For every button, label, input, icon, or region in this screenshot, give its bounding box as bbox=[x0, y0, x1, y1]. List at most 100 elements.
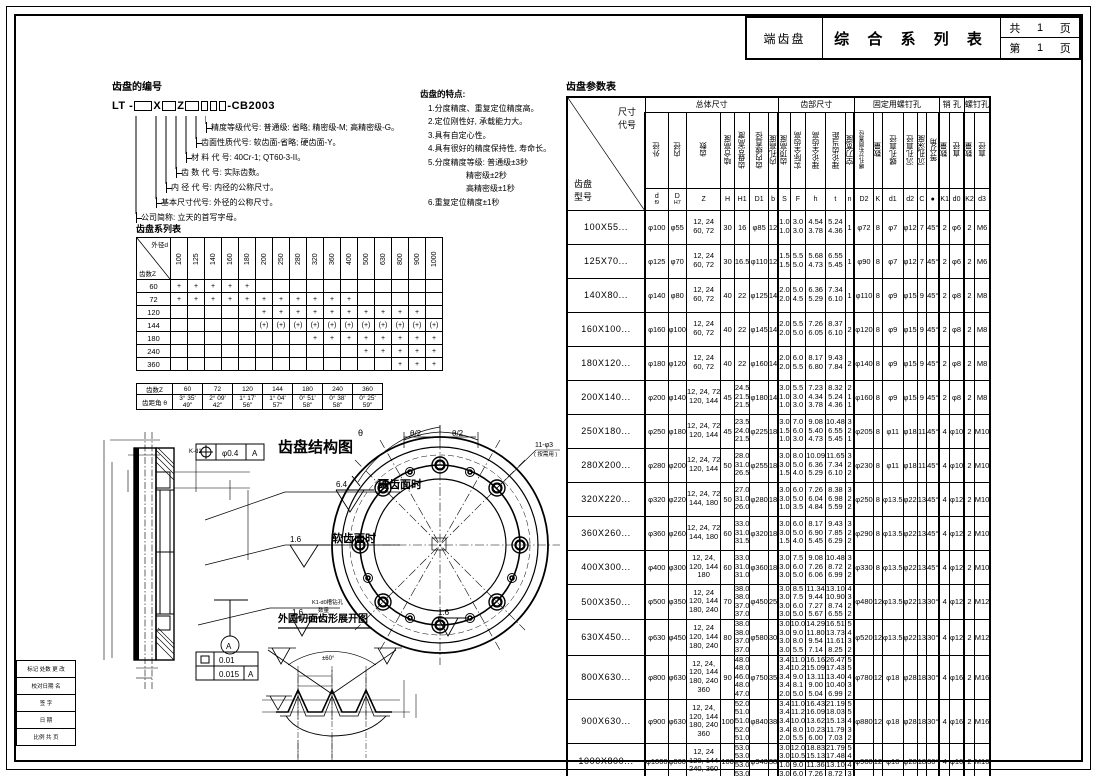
parameter-data-cell: 4 bbox=[938, 698, 950, 744]
parameter-symbol-cell: d3 bbox=[973, 187, 991, 211]
parameter-data-cell: φ200 bbox=[667, 447, 687, 483]
series-table-body: 60 + + + + +72 + + + + + + + + + + +120 + + + + + + + + + +144 (+)(… bbox=[136, 279, 443, 371]
parameter-data-cell: 12, 24 120, 144 180, 240 bbox=[685, 583, 722, 620]
code-legend-item-1: 精度等级代号: 普通级: 省略; 精密级-M; 高精密级-G。 bbox=[206, 122, 399, 133]
flatness-datum-ref: A bbox=[248, 670, 254, 679]
parameter-data-cell: 18 bbox=[916, 742, 928, 776]
parameter-data-cell: φ125 bbox=[749, 277, 769, 313]
parameter-data-cell: φ225 bbox=[749, 413, 769, 449]
parameter-data-cell: 3.0 3.0 3.0 bbox=[777, 549, 791, 585]
parameter-group-header: 固定用螺钉孔 bbox=[853, 96, 940, 113]
features-list: 齿盘的特点: 1.分度精度、重复定位精度高。 2.定位刚性好, 承载能力大。 3… bbox=[420, 88, 560, 210]
parameter-data-cell: 12.0 10.5 9.0 6.0 bbox=[789, 742, 807, 776]
ra-other-value: 1.6 bbox=[292, 608, 304, 617]
parameter-data-cell: 3.0 3.0 1.0 3.0 bbox=[777, 742, 791, 776]
parameter-table-row: 1000X800... φ1000 φ800 12, 24 120, 144 240, 3… bbox=[566, 742, 991, 776]
parameter-data-cell: φ940 bbox=[749, 742, 769, 776]
document-title: 综 合 系 列 表 bbox=[823, 18, 1001, 58]
parameter-data-cell: 26.47 17.43 13.40 10.40 6.99 bbox=[825, 654, 846, 700]
code-legend-item-7: 公司简称: 立天的首写字母。 bbox=[136, 212, 241, 223]
parameter-data-cell: 3.0 1.0 1.0 bbox=[777, 379, 791, 415]
code-slot-6 bbox=[219, 101, 227, 111]
parameter-data-cell: φ100 bbox=[643, 209, 669, 245]
parameter-data-cell: 2 bbox=[963, 742, 975, 776]
parameter-data-cell: 8.17 6.90 5.45 bbox=[805, 515, 827, 551]
parameter-data-cell: 2 bbox=[963, 549, 975, 585]
total-pages-label: 共 bbox=[1009, 22, 1021, 35]
code-letter-2: Z bbox=[177, 100, 185, 112]
parameter-data-cell: φ18 bbox=[882, 742, 904, 776]
bottom-block-cell: 比例 共 页 bbox=[16, 728, 76, 746]
flatness-value-2: 0.015 bbox=[219, 670, 240, 679]
structure-view bbox=[320, 425, 560, 665]
parameter-table-body: 100X55... φ100 φ55 12, 24 60, 72 30 16 φ85 12 1.0… bbox=[566, 209, 991, 776]
parameter-model-cell: 900X630... bbox=[566, 698, 646, 744]
angle-table-block: 齿数Z 60 72 120 144 180 240 360 齿距角 θ 3° 35' 49"… bbox=[136, 383, 383, 410]
parameter-data-cell: φ145 bbox=[749, 311, 769, 347]
coax-note-1: K1-d0槽钻孔 bbox=[312, 598, 344, 606]
parameter-data-cell: φ800 bbox=[667, 742, 687, 776]
feature-item-4: 4.具有很好的精度保持性, 寿命长。 bbox=[428, 144, 552, 154]
parameter-data-cell: 12, 24 60, 72 bbox=[685, 311, 722, 347]
ra-soft-value: 1.6 bbox=[290, 535, 302, 544]
parameter-data-cell: 10.09 6.36 5.29 bbox=[805, 447, 827, 483]
code-suffix: -CB2003 bbox=[227, 100, 275, 112]
parameter-data-cell: 12, 24 60, 72 bbox=[685, 209, 722, 245]
parameter-data-cell: φ22 bbox=[902, 583, 918, 620]
structure-view-caption: 齿盘结构图 bbox=[278, 438, 353, 456]
parameter-table-row: 630X450... φ630 φ450 12, 24 120, 144 180, 240… bbox=[566, 619, 991, 656]
theta-label: θ bbox=[358, 428, 363, 438]
series-corner-cell: 外径d 齿数Z bbox=[136, 237, 171, 280]
diagonal-line-icon bbox=[137, 238, 170, 279]
parameter-data-cell: 3.0 3.0 1.5 bbox=[777, 447, 791, 483]
series-table-row: 72 + + + + + + + + + + + bbox=[136, 292, 443, 306]
parameter-data-cell: φ630 bbox=[667, 654, 687, 700]
parameter-data-cell: M16 bbox=[973, 698, 991, 744]
parameter-table-row: 180X120... φ180 φ120 12, 24 60, 72 40 22 φ160 14… bbox=[566, 345, 991, 381]
parameter-data-cell: M10 bbox=[973, 515, 991, 551]
code-prefix: LT - bbox=[112, 100, 134, 112]
parameter-data-cell: φ630 bbox=[643, 619, 669, 656]
parameter-corner-cell: 尺寸 代号 齿盘 型号 bbox=[566, 96, 646, 211]
parameter-data-cell: φ500 bbox=[643, 583, 669, 620]
parameter-model-cell: 280X200... bbox=[566, 447, 646, 483]
parameter-data-cell: φ11 bbox=[882, 413, 904, 449]
parameter-data-cell: 24.5 21.5 21.5 bbox=[733, 379, 751, 415]
theta-half-right-label: θ/2 bbox=[452, 429, 464, 438]
code-legend-item-4: 齿 数 代 号: 实际齿数。 bbox=[176, 167, 264, 178]
parameter-data-cell: 10.48 8.72 6.99 bbox=[825, 549, 846, 585]
code-slot-5 bbox=[210, 101, 218, 111]
series-table-row: 240 + + + + + bbox=[136, 344, 443, 358]
parameter-table-row: 160X100... φ160 φ100 12, 24 60, 72 40 22 φ145 14… bbox=[566, 311, 991, 347]
parameter-model-cell: 125X70... bbox=[566, 243, 646, 279]
series-table-row: 180 + + + + + + + + bbox=[136, 331, 443, 345]
total-pages-value: 1 bbox=[1036, 21, 1044, 34]
angle-value-cell: 0° 38' 58" bbox=[322, 394, 353, 410]
code-legend-list: 精度等级代号: 普通级: 省略; 精密级-M; 高精密级-G。 齿面性质代号: … bbox=[112, 116, 432, 228]
series-table-caption: 齿盘系列表 bbox=[136, 224, 182, 234]
part-name: 端齿盘 bbox=[747, 18, 823, 58]
parameter-table-row: 200X140... φ200 φ140 12, 24, 72 120, 144 45 24… bbox=[566, 379, 991, 415]
parameter-table-row: 320X220... φ320 φ220 12, 24, 72 144, 180 50 27… bbox=[566, 481, 991, 517]
parameter-data-cell: φ13.5 bbox=[882, 549, 904, 585]
code-slot-3 bbox=[185, 101, 200, 111]
parameter-table-row: 800X630... φ800 φ630 12, 24, 120, 144 180, 24… bbox=[566, 654, 991, 700]
parameter-data-cell: 12, 24, 120, 144 180 bbox=[685, 549, 722, 585]
parameter-data-cell: 12, 24 60, 72 bbox=[685, 243, 722, 279]
parameter-data-cell: φ255 bbox=[749, 447, 769, 483]
bottom-block-row: 校对日期 名 bbox=[16, 677, 76, 695]
parameter-data-cell: φ28 bbox=[902, 698, 918, 744]
parameter-data-cell: 4 bbox=[938, 742, 950, 776]
parameter-table-row: 125X70... φ125 φ70 12, 24 60, 72 30 16.5 φ110 12… bbox=[566, 243, 991, 279]
parameter-data-cell: 9.43 7.85 6.29 bbox=[825, 515, 846, 551]
parameter-model-cell: 180X120... bbox=[566, 345, 646, 381]
feature-item-3: 3.具有自定心性。 bbox=[428, 130, 491, 140]
section-view bbox=[103, 432, 468, 690]
parameter-data-cell: 12, 24 60, 72 bbox=[685, 345, 722, 381]
series-table-row: 144 (+) (+) (+) (+) (+) (+) (+) (+) (+) (+) (+) bbox=[136, 318, 443, 332]
bottom-block-row: 比例 共 页 bbox=[16, 728, 76, 746]
soft-face-label: 软齿面时 bbox=[332, 531, 376, 545]
parameter-model-cell: 800X630... bbox=[566, 654, 646, 700]
parameter-data-cell: 12, 24, 72 120, 144 bbox=[685, 447, 722, 483]
parameter-group-header: 齿部尺寸 bbox=[777, 96, 855, 113]
